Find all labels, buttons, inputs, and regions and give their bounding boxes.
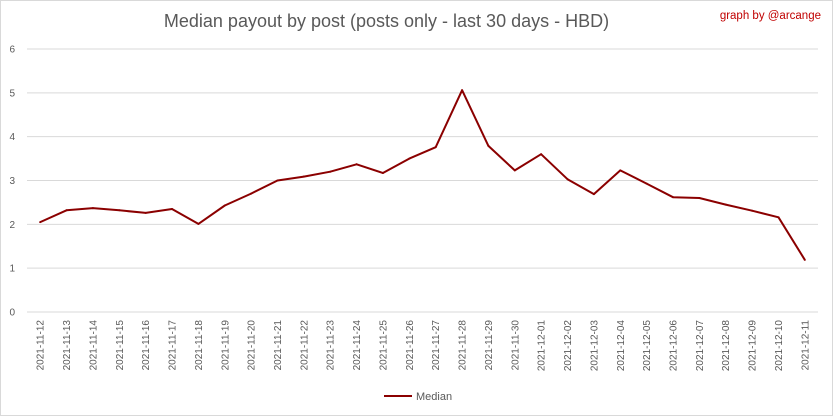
x-tick-label: 2021-12-06 bbox=[668, 320, 679, 372]
data-point bbox=[329, 170, 332, 173]
data-point bbox=[540, 153, 543, 156]
data-point bbox=[751, 209, 754, 212]
data-point bbox=[671, 196, 674, 199]
x-tick-label: 2021-11-16 bbox=[141, 320, 152, 371]
x-tick-label: 2021-11-14 bbox=[88, 320, 99, 371]
data-point bbox=[223, 204, 226, 207]
chart-credit: graph by @arcange bbox=[719, 10, 821, 22]
x-tick-label: 2021-12-05 bbox=[642, 320, 653, 372]
data-point bbox=[803, 258, 806, 261]
data-point bbox=[698, 197, 701, 200]
series-median bbox=[39, 89, 806, 261]
x-tick-label: 2021-12-08 bbox=[721, 320, 732, 372]
legend: Median bbox=[384, 391, 452, 403]
data-point bbox=[144, 211, 147, 214]
data-point bbox=[592, 193, 595, 196]
x-tick-label: 2021-11-26 bbox=[405, 320, 416, 371]
chart-title: Median payout by post (posts only - last… bbox=[163, 11, 610, 31]
data-point bbox=[302, 175, 305, 178]
x-tick-label: 2021-11-18 bbox=[194, 320, 205, 371]
y-tick-label: 5 bbox=[9, 88, 15, 99]
x-tick-label: 2021-11-22 bbox=[299, 320, 310, 371]
x-tick-label: 2021-11-24 bbox=[352, 320, 363, 371]
x-tick-label: 2021-11-27 bbox=[431, 320, 442, 371]
series-line-median bbox=[39, 89, 806, 261]
x-tick-label: 2021-11-23 bbox=[326, 320, 337, 371]
x-tick-label: 2021-11-20 bbox=[247, 320, 258, 371]
data-point bbox=[434, 146, 437, 149]
data-point bbox=[91, 207, 94, 210]
x-tick-label: 2021-11-21 bbox=[273, 320, 284, 371]
data-point bbox=[118, 209, 121, 212]
y-tick-label: 0 bbox=[9, 308, 15, 319]
x-tick-label: 2021-12-07 bbox=[695, 320, 706, 372]
data-point bbox=[408, 157, 411, 160]
x-tick-label: 2021-11-15 bbox=[115, 320, 126, 371]
x-tick-label: 2021-11-28 bbox=[458, 320, 469, 371]
data-point bbox=[619, 169, 622, 172]
data-point bbox=[197, 222, 200, 225]
x-tick-label: 2021-12-02 bbox=[563, 320, 574, 372]
data-point bbox=[65, 209, 68, 212]
y-tick-label: 3 bbox=[9, 176, 15, 187]
x-tick-label: 2021-12-11 bbox=[800, 320, 811, 371]
data-point bbox=[250, 192, 253, 195]
data-point bbox=[381, 172, 384, 175]
x-tick-label: 2021-12-10 bbox=[774, 320, 785, 372]
x-tick-label: 2021-11-29 bbox=[484, 320, 495, 371]
data-point bbox=[487, 144, 490, 147]
data-point bbox=[461, 89, 464, 92]
y-axis: 0 1 2 3 4 5 6 bbox=[9, 45, 15, 319]
data-point bbox=[566, 178, 569, 181]
data-point bbox=[39, 221, 42, 224]
x-axis: 2021-11-12 2021-11-13 2021-11-14 2021-11-15… bbox=[36, 320, 812, 372]
y-tick-label: 4 bbox=[9, 132, 15, 143]
legend-label-median: Median bbox=[416, 391, 452, 403]
x-tick-label: 2021-11-19 bbox=[220, 320, 231, 371]
x-tick-label: 2021-12-03 bbox=[589, 320, 600, 372]
data-point bbox=[724, 203, 727, 206]
gridlines bbox=[27, 48, 818, 313]
x-tick-label: 2021-12-01 bbox=[537, 320, 548, 372]
data-point bbox=[276, 179, 279, 182]
y-tick-label: 6 bbox=[9, 45, 15, 56]
y-tick-label: 1 bbox=[9, 264, 15, 275]
x-tick-label: 2021-12-04 bbox=[616, 320, 627, 372]
y-tick-label: 2 bbox=[9, 220, 15, 231]
data-point bbox=[645, 182, 648, 185]
data-point bbox=[513, 169, 516, 172]
x-tick-label: 2021-11-17 bbox=[168, 320, 179, 371]
data-point bbox=[171, 207, 174, 210]
x-tick-label: 2021-11-13 bbox=[62, 320, 73, 371]
data-point bbox=[777, 216, 780, 219]
x-tick-label: 2021-12-09 bbox=[748, 320, 759, 372]
x-tick-label: 2021-11-12 bbox=[36, 320, 47, 371]
data-point bbox=[355, 163, 358, 166]
x-tick-label: 2021-11-25 bbox=[378, 320, 389, 371]
x-tick-label: 2021-11-30 bbox=[510, 320, 521, 371]
